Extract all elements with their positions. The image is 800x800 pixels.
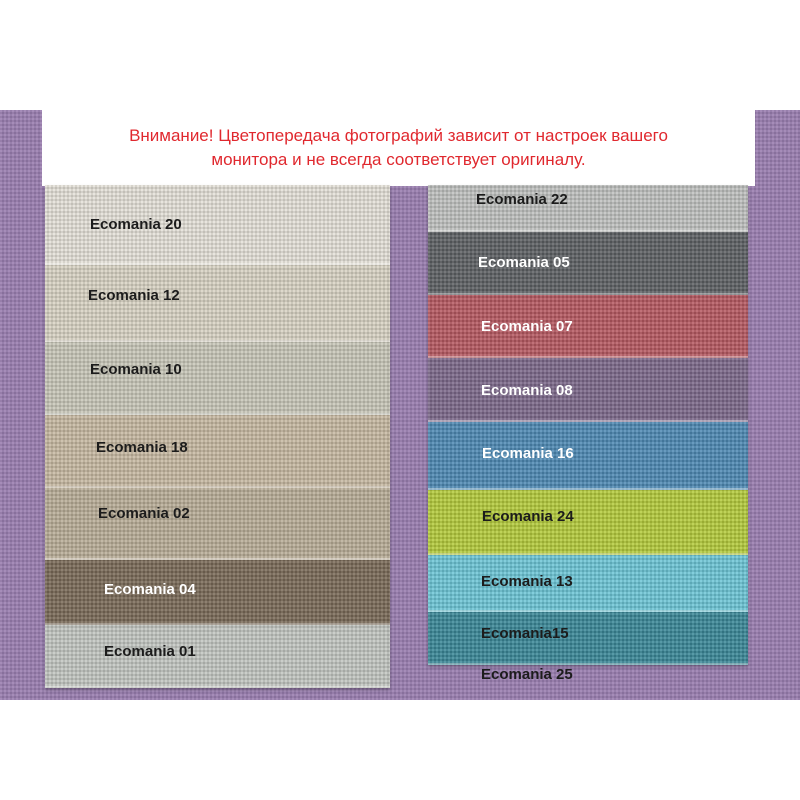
notice-line-1: Внимание! Цветопередача фотографий завис…	[129, 126, 668, 145]
swatch-label: Ecomania 25	[481, 666, 573, 683]
swatch-label: Ecomania 07	[481, 318, 573, 335]
fabric-swatch	[45, 488, 390, 560]
fabric-swatch	[428, 295, 748, 358]
fabric-swatch	[45, 342, 390, 415]
swatch-label: Ecomania 24	[482, 508, 574, 525]
fabric-swatch	[45, 185, 390, 265]
fabric-swatch	[428, 422, 748, 490]
swatch-label: Ecomania 04	[104, 581, 196, 598]
fabric-swatch	[428, 612, 748, 665]
fabric-swatch	[45, 265, 390, 342]
fabric-swatch	[428, 555, 748, 612]
fabric-swatch	[45, 560, 390, 625]
swatch-label: Ecomania 01	[104, 643, 196, 660]
fabric-swatch	[428, 185, 748, 232]
notice-line-2: монитора и не всегда соответствует ориги…	[211, 150, 586, 169]
fabric-swatch	[428, 232, 748, 295]
swatch-label: Ecomania 20	[90, 216, 182, 233]
swatch-label: Ecomania 18	[96, 439, 188, 456]
swatch-label: Ecomania15	[481, 625, 569, 642]
fabric-swatch	[428, 358, 748, 422]
swatch-label: Ecomania 02	[98, 505, 190, 522]
swatch-label: Ecomania 12	[88, 287, 180, 304]
swatch-label: Ecomania 22	[476, 191, 568, 208]
fabric-swatch	[45, 625, 390, 688]
color-notice-banner: Внимание! Цветопередача фотографий завис…	[42, 110, 755, 186]
swatch-label: Ecomania 08	[481, 382, 573, 399]
swatch-label: Ecomania 16	[482, 445, 574, 462]
fabric-swatch	[45, 415, 390, 488]
swatch-label: Ecomania 13	[481, 573, 573, 590]
swatch-label: Ecomania 10	[90, 361, 182, 378]
fabric-swatch	[428, 490, 748, 555]
swatch-label: Ecomania 05	[478, 254, 570, 271]
